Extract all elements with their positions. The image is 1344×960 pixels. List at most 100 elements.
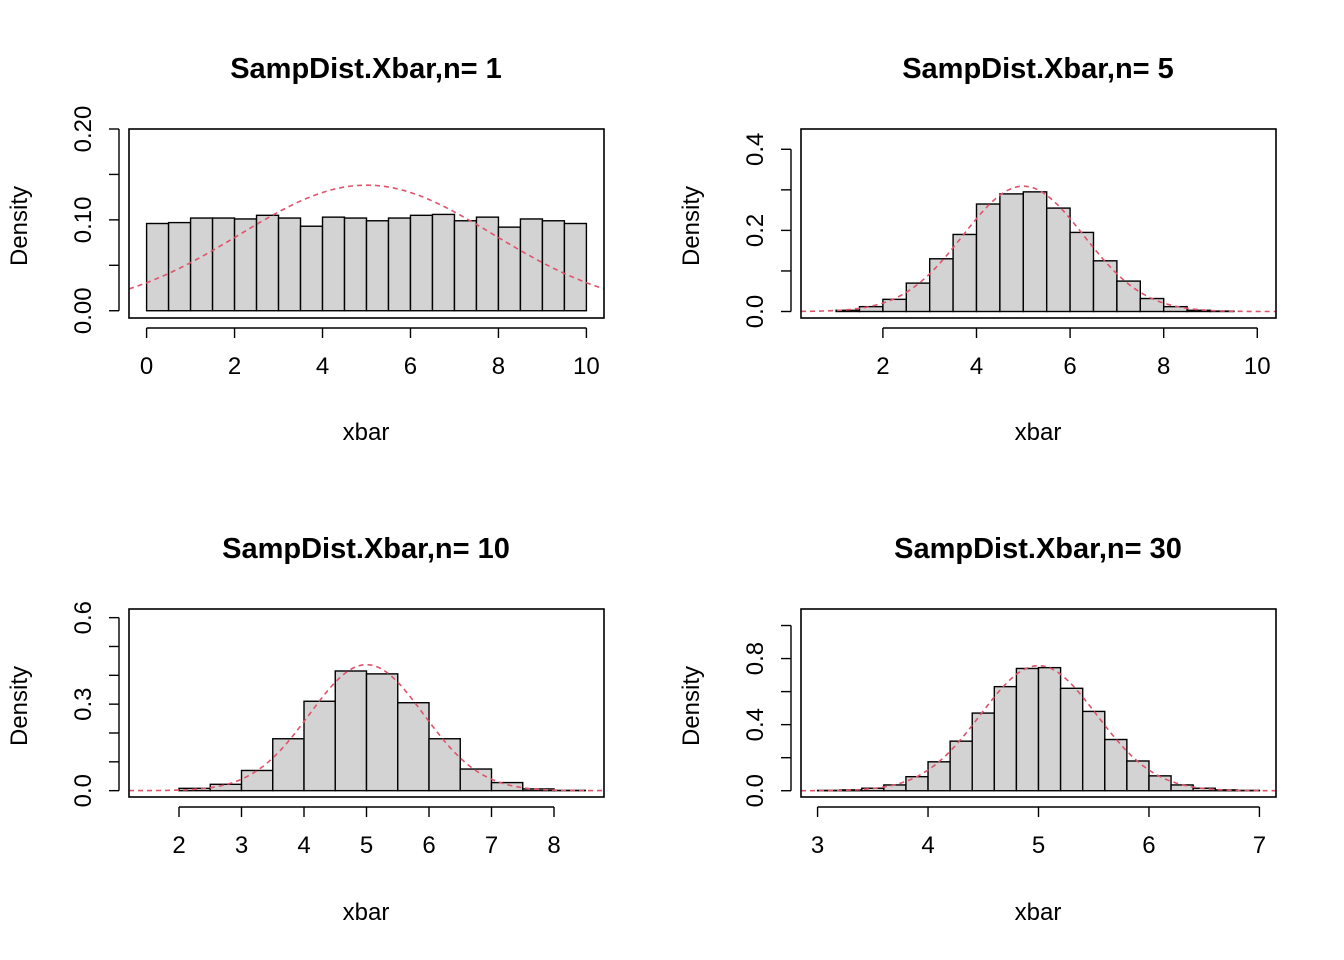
x-tick-label: 5 bbox=[360, 832, 373, 859]
normal-density-curve bbox=[800, 185, 1276, 313]
histogram-bar bbox=[882, 298, 907, 313]
y-tick-label: 0.00 bbox=[70, 287, 97, 334]
histogram-bar bbox=[883, 784, 907, 792]
histogram-bar bbox=[971, 712, 996, 792]
x-tick-label: 3 bbox=[811, 832, 824, 859]
y-tick-label: 0.0 bbox=[742, 774, 769, 807]
histogram-bar bbox=[1081, 710, 1106, 792]
plot-area: 2 4 6 8 10 0.0 0.2 0.4 bbox=[742, 128, 1277, 380]
histogram-bar bbox=[952, 233, 978, 313]
y-tick-label: 0.3 bbox=[70, 687, 97, 720]
y-tick-label: 0.8 bbox=[742, 642, 769, 675]
histogram-bar bbox=[1170, 784, 1194, 792]
x-tick-label: 5 bbox=[1032, 832, 1045, 859]
plot-area: 2 3 4 5 6 7 8 0.0 0.3 0.6 bbox=[70, 601, 605, 859]
histogram-bar bbox=[303, 700, 336, 792]
plot-frame bbox=[800, 128, 1277, 319]
histogram-bar bbox=[409, 214, 434, 312]
y-axis-title: Density bbox=[678, 186, 705, 266]
histogram-bar bbox=[255, 214, 280, 312]
histogram-bar bbox=[167, 221, 192, 312]
normal-density-curve bbox=[128, 184, 605, 290]
x-tick-label: 2 bbox=[172, 832, 185, 859]
y-tick-label: 0.0 bbox=[70, 774, 97, 807]
plot-frame bbox=[128, 128, 605, 319]
x-tick-label: 8 bbox=[547, 832, 560, 859]
histogram-bar bbox=[431, 213, 456, 312]
histogram-bar bbox=[1126, 760, 1150, 792]
histogram-bar bbox=[272, 738, 305, 792]
x-tick-label: 8 bbox=[492, 353, 505, 380]
histogram-bar bbox=[365, 673, 399, 792]
histogram-bar bbox=[277, 217, 302, 312]
x-tick-label: 6 bbox=[422, 832, 435, 859]
y-tick-label: 0.0 bbox=[742, 295, 769, 328]
histogram-bar bbox=[928, 258, 954, 313]
histogram-bar bbox=[475, 216, 500, 312]
x-tick-label: 6 bbox=[404, 353, 417, 380]
histogram-bar bbox=[145, 222, 170, 312]
x-tick-label: 4 bbox=[297, 832, 310, 859]
histogram-bar bbox=[1162, 305, 1188, 313]
x-tick-label: 10 bbox=[1244, 353, 1271, 380]
plot-area: 0 2 4 6 8 10 0.00 0.10 0.20 bbox=[70, 106, 605, 380]
histogram-bar bbox=[927, 761, 951, 792]
histogram-bar bbox=[1148, 775, 1172, 792]
histogram-bar bbox=[1092, 260, 1118, 313]
x-tick-label: 6 bbox=[1063, 353, 1076, 380]
panel-title: SampDist.Xbar,n= 10 bbox=[222, 533, 510, 565]
histogram-bar bbox=[321, 216, 346, 312]
histogram-bar bbox=[1045, 207, 1071, 313]
y-axis-title: Density bbox=[6, 666, 33, 746]
histogram-bar bbox=[299, 225, 324, 312]
histogram-bar bbox=[189, 217, 214, 312]
histogram-bar bbox=[519, 218, 544, 312]
panel-title: SampDist.Xbar,n= 1 bbox=[230, 53, 502, 85]
histogram-bar bbox=[343, 217, 368, 312]
histogram-bar bbox=[999, 193, 1024, 313]
histogram-bar bbox=[459, 768, 493, 792]
y-tick-label: 0.6 bbox=[70, 601, 97, 634]
x-tick-label: 0 bbox=[140, 353, 153, 380]
x-tick-label: 3 bbox=[235, 832, 248, 859]
histogram-bar bbox=[387, 217, 412, 312]
histogram-bar bbox=[233, 218, 258, 312]
histogram-bar bbox=[490, 781, 524, 792]
panel-title: SampDist.Xbar,n= 30 bbox=[894, 533, 1182, 565]
x-tick-label: 4 bbox=[970, 353, 983, 380]
plot-frame bbox=[128, 608, 605, 798]
plot-frame bbox=[800, 608, 1277, 798]
histogram-bar bbox=[905, 282, 931, 313]
histogram-bar bbox=[211, 217, 236, 312]
y-tick-label: 0.4 bbox=[742, 708, 769, 741]
histogram-bar bbox=[209, 783, 243, 792]
x-tick-label: 6 bbox=[1142, 832, 1155, 859]
x-tick-label: 2 bbox=[228, 353, 241, 380]
histogram-bar bbox=[541, 220, 566, 312]
x-tick-label: 7 bbox=[485, 832, 498, 859]
x-tick-label: 8 bbox=[1157, 353, 1170, 380]
histogram-bar bbox=[428, 738, 461, 792]
x-tick-label: 2 bbox=[876, 353, 889, 380]
y-axis-title: Density bbox=[6, 186, 33, 266]
histogram-bar bbox=[1116, 280, 1141, 313]
histogram-bar bbox=[365, 220, 390, 312]
histogram-bar bbox=[563, 222, 588, 312]
histogram-bar bbox=[397, 702, 430, 792]
x-tick-label: 7 bbox=[1253, 832, 1266, 859]
y-tick-label: 0.10 bbox=[70, 197, 97, 244]
y-tick-label: 0.4 bbox=[742, 133, 769, 166]
panel-title: SampDist.Xbar,n= 5 bbox=[902, 53, 1174, 85]
histogram-bar bbox=[993, 685, 1018, 792]
histogram-bar bbox=[905, 775, 929, 792]
histogram-bar bbox=[1186, 309, 1212, 313]
panel-n10: SampDist.Xbar,n= 10 xbar Density 2 3 4 5 6 7 8… bbox=[6, 533, 605, 926]
histogram-bar bbox=[240, 769, 274, 792]
panel-n1: SampDist.Xbar,n= 1 xbar Density 0 2 4 6 8 100… bbox=[6, 53, 605, 446]
x-axis-title: xbar bbox=[1015, 899, 1062, 926]
x-tick-label: 4 bbox=[921, 832, 934, 859]
histogram-bar bbox=[453, 220, 478, 312]
x-axis-title: xbar bbox=[343, 899, 390, 926]
y-tick-label: 0.2 bbox=[742, 214, 769, 247]
